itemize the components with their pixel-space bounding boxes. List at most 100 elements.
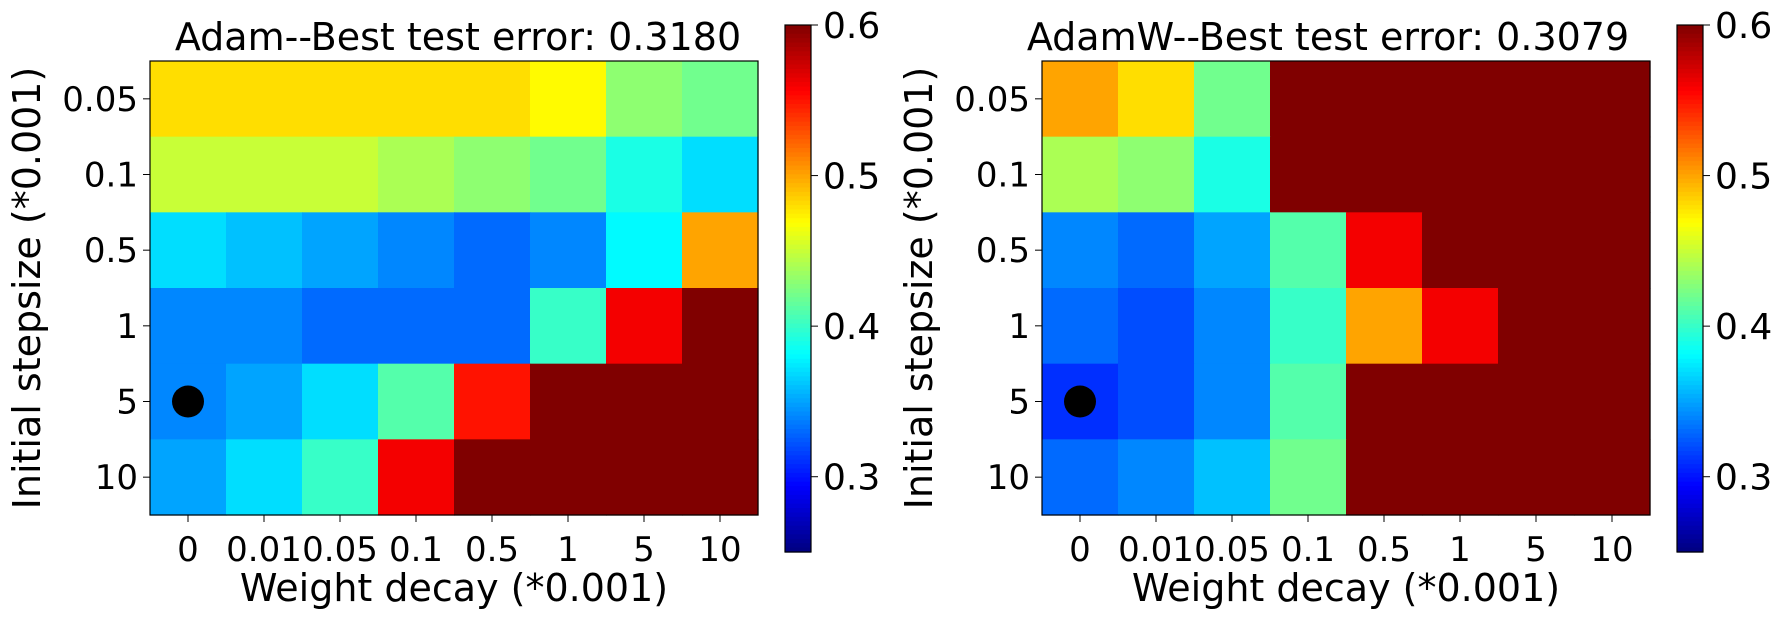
colorbar-segment xyxy=(1677,99,1703,105)
colorbar-segment xyxy=(785,341,811,347)
colorbar-segment xyxy=(785,371,811,377)
colorbar-segment xyxy=(785,130,811,136)
panel-title: Adam--Best test error: 0.3180 xyxy=(175,15,741,59)
colorbar-segment xyxy=(1677,55,1703,61)
colorbar-segment xyxy=(785,90,811,96)
heatmap-cell xyxy=(1118,136,1195,213)
colorbar-segment xyxy=(785,196,811,202)
colorbar-segment xyxy=(1677,183,1703,189)
colorbar-segment xyxy=(1677,297,1703,303)
x-tick-label: 0 xyxy=(1069,530,1091,570)
colorbar-segment xyxy=(1677,143,1703,149)
y-tick-label: 5 xyxy=(116,383,138,423)
colorbar-segment xyxy=(1677,275,1703,281)
colorbar-segment xyxy=(785,152,811,158)
heatmap-cell xyxy=(226,61,303,138)
colorbar-segment xyxy=(1677,459,1703,465)
heatmap-cell xyxy=(1118,61,1195,138)
colorbar-segment xyxy=(1677,490,1703,496)
colorbar-segment xyxy=(1677,270,1703,276)
colorbar-segment xyxy=(1677,477,1703,483)
colorbar-segment xyxy=(1677,433,1703,439)
colorbar-segment xyxy=(785,420,811,426)
colorbar-segment xyxy=(1677,512,1703,518)
colorbar-segment xyxy=(1677,25,1703,30)
colorbar-segment xyxy=(1677,64,1703,70)
colorbar-segment xyxy=(785,349,811,355)
heatmap-cell xyxy=(1422,288,1499,365)
colorbar-segment xyxy=(1677,222,1703,228)
colorbar-segment xyxy=(1677,393,1703,399)
colorbar-segment xyxy=(1677,402,1703,408)
heatmap-cell xyxy=(1270,288,1347,365)
heatmap-cell xyxy=(530,212,607,289)
heatmap-cell xyxy=(1422,61,1499,138)
colorbar-segment xyxy=(785,169,811,175)
colorbar-segment xyxy=(1677,446,1703,452)
colorbar-segment xyxy=(1677,213,1703,219)
colorbar-segment xyxy=(785,165,811,171)
colorbar-segment xyxy=(785,525,811,531)
colorbar-segment xyxy=(1677,310,1703,316)
colorbar-segment xyxy=(785,51,811,57)
colorbar-segment xyxy=(1677,389,1703,395)
colorbar-segment xyxy=(785,534,811,540)
colorbar-segment xyxy=(1677,437,1703,443)
colorbar-segment xyxy=(1677,51,1703,57)
heatmap-cell xyxy=(302,61,379,138)
heatmap-cell xyxy=(1498,136,1575,213)
heatmap-cell xyxy=(302,136,379,213)
heatmap-cell xyxy=(606,363,683,440)
colorbar-segment xyxy=(785,205,811,211)
heatmap-cell xyxy=(1498,212,1575,289)
heatmap-cell xyxy=(606,288,683,365)
y-tick-labels: 0.05 0.1 0.5 1 5 10 xyxy=(62,80,150,498)
colorbar-segment xyxy=(785,481,811,487)
colorbar-segment xyxy=(1677,248,1703,254)
heatmap-plot xyxy=(1041,60,1651,516)
colorbar-segment xyxy=(785,218,811,224)
x-tick-label: 0 xyxy=(177,530,199,570)
heatmap-cell xyxy=(1270,136,1347,213)
colorbar-segment xyxy=(1677,60,1703,66)
y-tick-label: 10 xyxy=(95,458,138,498)
colorbar-segment xyxy=(1677,174,1703,180)
heatmap-cell xyxy=(1118,212,1195,289)
colorbar-segment xyxy=(785,77,811,83)
colorbar-segment xyxy=(785,227,811,233)
colorbar-segment xyxy=(1677,152,1703,158)
y-axis-label: Initial stepsize (*0.001) xyxy=(897,67,941,510)
colorbar-segment xyxy=(1677,165,1703,171)
colorbar-segment xyxy=(785,248,811,254)
heatmap-cell xyxy=(530,363,607,440)
colorbar-segment xyxy=(1677,424,1703,430)
colorbar-segment xyxy=(785,117,811,123)
colorbar-segment xyxy=(785,46,811,52)
colorbar-segment xyxy=(1677,508,1703,514)
colorbar: 0.3 0.4 0.5 0.6 xyxy=(1676,6,1772,553)
y-axis-label: Initial stepsize (*0.001) xyxy=(5,67,49,510)
x-tick-label: 5 xyxy=(1525,530,1547,570)
colorbar-segment xyxy=(785,99,811,105)
heatmap-cell xyxy=(378,439,455,516)
heatmap-cell xyxy=(682,363,759,440)
colorbar-segment xyxy=(1677,227,1703,233)
colorbar-segment xyxy=(785,336,811,342)
x-tick-label: 0.5 xyxy=(1357,530,1411,570)
colorbar-segment xyxy=(785,398,811,404)
heatmap-cell xyxy=(1042,212,1119,289)
x-tick-label: 0.1 xyxy=(389,530,443,570)
colorbar-segment xyxy=(785,288,811,294)
colorbar-segment xyxy=(1677,450,1703,456)
x-tick-label: 0.05 xyxy=(1194,530,1270,570)
x-tick-label: 10 xyxy=(698,530,741,570)
colorbar-segment xyxy=(1677,161,1703,167)
colorbar-segment xyxy=(785,363,811,369)
colorbar-segment xyxy=(1677,407,1703,413)
colorbar-segment xyxy=(1677,486,1703,492)
x-tick-label: 0.05 xyxy=(302,530,378,570)
colorbar-segment xyxy=(1677,191,1703,197)
colorbar-segment xyxy=(1677,525,1703,531)
heatmap-cell xyxy=(1574,212,1651,289)
best-marker xyxy=(1064,385,1096,418)
